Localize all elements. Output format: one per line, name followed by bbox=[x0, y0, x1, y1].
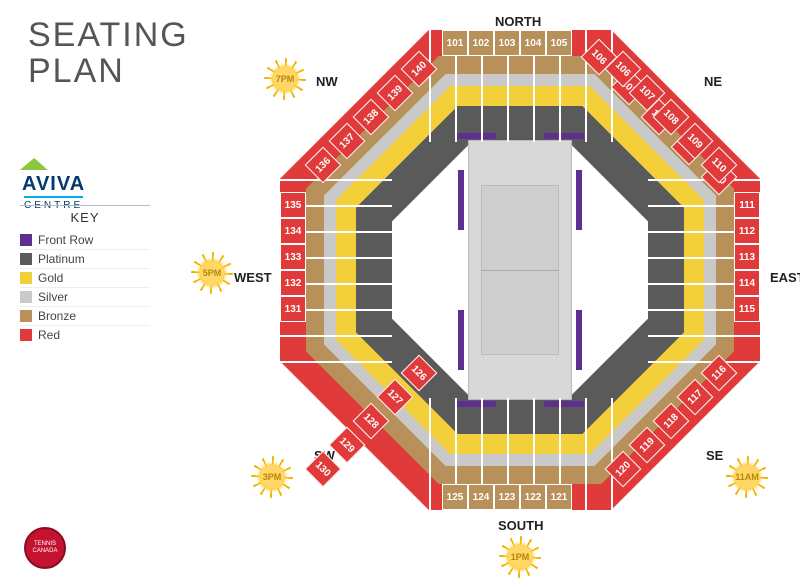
section-121[interactable]: 121 bbox=[546, 484, 572, 510]
legend-row-bronze: Bronze bbox=[20, 307, 150, 326]
legend-row-red: Red bbox=[20, 326, 150, 344]
section-113[interactable]: 113 bbox=[734, 244, 760, 270]
section-112[interactable]: 112 bbox=[734, 218, 760, 244]
swatch bbox=[20, 253, 32, 265]
section-130[interactable]: 130 bbox=[305, 451, 342, 488]
section-131[interactable]: 131 bbox=[280, 296, 306, 322]
compass-n: NORTH bbox=[495, 14, 541, 29]
section-101[interactable]: 101 bbox=[442, 30, 468, 56]
section-125[interactable]: 125 bbox=[442, 484, 468, 510]
section-105[interactable]: 105 bbox=[546, 30, 572, 56]
legend: KEY Front Row Platinum Gold Silver Bronze Red bbox=[20, 205, 150, 344]
legend-row-silver: Silver bbox=[20, 288, 150, 307]
sun-5pm: 5PM bbox=[195, 256, 229, 290]
front-row-w2 bbox=[458, 310, 464, 370]
section-124[interactable]: 124 bbox=[468, 484, 494, 510]
legend-label: Silver bbox=[38, 290, 68, 304]
legend-label: Red bbox=[38, 328, 60, 342]
compass-s: SOUTH bbox=[498, 518, 544, 533]
section-111[interactable]: 111 bbox=[734, 192, 760, 218]
section-103[interactable]: 103 bbox=[494, 30, 520, 56]
section-132[interactable]: 132 bbox=[280, 270, 306, 296]
section-115[interactable]: 115 bbox=[734, 296, 760, 322]
front-row-w1 bbox=[458, 170, 464, 230]
compass-w: WEST bbox=[234, 270, 272, 285]
section-123[interactable]: 123 bbox=[494, 484, 520, 510]
section-104[interactable]: 104 bbox=[520, 30, 546, 56]
legend-label: Gold bbox=[38, 271, 63, 285]
section-114[interactable]: 114 bbox=[734, 270, 760, 296]
page-title: SEATING PLAN bbox=[28, 18, 189, 89]
swatch bbox=[20, 234, 32, 246]
section-134[interactable]: 134 bbox=[280, 218, 306, 244]
section-135[interactable]: 135 bbox=[280, 192, 306, 218]
legend-row-gold: Gold bbox=[20, 269, 150, 288]
section-122[interactable]: 122 bbox=[520, 484, 546, 510]
arena-map: 1011021031041051251241231221211111121131… bbox=[280, 30, 760, 510]
swatch bbox=[20, 329, 32, 341]
section-102[interactable]: 102 bbox=[468, 30, 494, 56]
legend-row-platinum: Platinum bbox=[20, 250, 150, 269]
front-row-nw bbox=[456, 133, 496, 139]
front-row-sw bbox=[456, 401, 496, 407]
swatch bbox=[20, 272, 32, 284]
venue-logo: AVIVA CENTRE bbox=[22, 158, 85, 211]
legend-title: KEY bbox=[20, 210, 150, 225]
legend-label: Front Row bbox=[38, 233, 93, 247]
section-133[interactable]: 133 bbox=[280, 244, 306, 270]
front-row-ne bbox=[544, 133, 584, 139]
sun-1pm: 1PM bbox=[503, 540, 537, 574]
front-row-e2 bbox=[576, 310, 582, 370]
front-row-se bbox=[544, 401, 584, 407]
legend-row-front-row: Front Row bbox=[20, 231, 150, 250]
compass-e: EAST bbox=[770, 270, 800, 285]
front-row-e1 bbox=[576, 170, 582, 230]
swatch bbox=[20, 310, 32, 322]
tennis-court bbox=[468, 140, 572, 400]
legend-label: Bronze bbox=[38, 309, 76, 323]
swatch bbox=[20, 291, 32, 303]
tennis-canada-badge: TENNIS CANADA bbox=[24, 527, 66, 569]
legend-label: Platinum bbox=[38, 252, 85, 266]
